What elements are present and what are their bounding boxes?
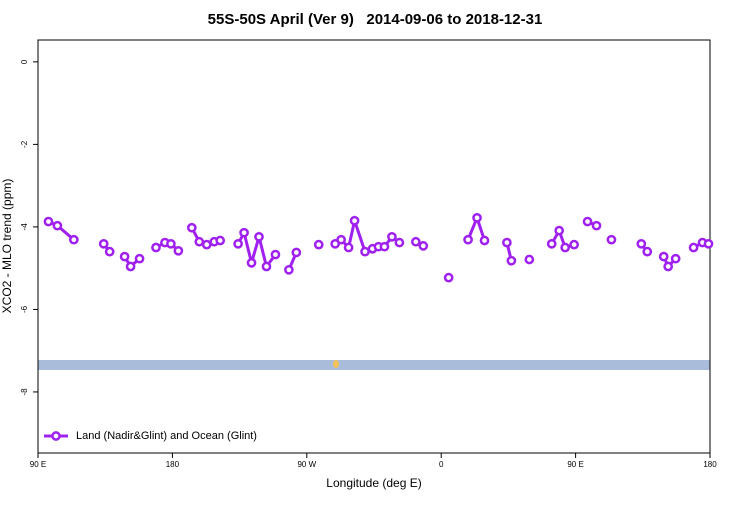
data-point	[546, 238, 557, 249]
data-point	[502, 237, 512, 248]
data-point	[591, 220, 602, 231]
data-point	[119, 251, 130, 262]
legend-marker	[51, 431, 61, 441]
data-point	[173, 245, 184, 256]
data-point	[688, 242, 699, 253]
data-point	[387, 231, 397, 242]
data-point	[186, 222, 197, 233]
x-tick-label: 90 W	[297, 460, 316, 469]
y-axis-title: XCO2 - MLO trend (ppm)	[0, 179, 14, 314]
data-point	[569, 239, 579, 250]
data-point	[582, 216, 593, 227]
data-point	[524, 254, 535, 265]
x-axis-title: Longitude (deg E)	[326, 476, 421, 490]
x-tick-label: 90 E	[30, 460, 46, 469]
y-tick-label: -8	[20, 388, 29, 396]
data-point	[98, 238, 109, 249]
data-point	[125, 261, 136, 272]
data-point	[658, 251, 669, 262]
data-point	[343, 242, 354, 253]
y-tick-label: -4	[20, 223, 29, 231]
x-tick-label: 180	[166, 460, 180, 469]
data-point	[313, 239, 324, 250]
data-point	[336, 234, 346, 245]
data-point	[636, 238, 647, 249]
y-tick-label: 0	[20, 59, 29, 64]
data-point	[418, 241, 429, 251]
data-point	[349, 215, 360, 226]
data-point	[239, 227, 249, 238]
data-point	[246, 257, 257, 268]
y-tick-label: -2	[20, 140, 29, 148]
data-point	[554, 225, 565, 236]
data-point	[194, 236, 205, 247]
data-point	[215, 235, 226, 246]
data-point	[410, 236, 421, 247]
data-point	[443, 272, 454, 283]
x-tick-label: 0	[439, 460, 444, 469]
data-point	[360, 246, 370, 257]
y-tick-label: -6	[20, 305, 29, 313]
data-point	[270, 249, 281, 260]
data-point	[151, 242, 161, 253]
data-point	[606, 234, 617, 245]
map-land	[333, 360, 339, 368]
data-point	[703, 238, 714, 249]
data-point	[642, 246, 653, 257]
data-point	[104, 246, 115, 257]
data-point	[506, 255, 517, 266]
data-point	[472, 212, 482, 223]
data-point	[233, 238, 243, 249]
data-point	[134, 253, 145, 264]
data-point	[261, 261, 272, 272]
data-point	[463, 234, 473, 245]
data-point	[394, 237, 405, 248]
data-point	[68, 234, 79, 245]
data-point	[52, 220, 63, 231]
data-point	[166, 238, 176, 249]
data-point	[670, 253, 681, 264]
chart-title: 55S-50S April (Ver 9) 2014-09-06 to 2018…	[208, 11, 543, 28]
data-point	[663, 261, 674, 272]
legend-label: Land (Nadir&Glint) and Ocean (Glint)	[76, 430, 257, 442]
data-point	[379, 241, 390, 252]
data-point	[479, 235, 490, 246]
data-point	[254, 231, 264, 242]
data-point	[284, 264, 294, 275]
map-strip	[38, 360, 710, 370]
x-tick-label: 90 E	[567, 460, 583, 469]
x-tick-label: 180	[703, 460, 717, 469]
data-point	[201, 239, 212, 250]
data-point	[291, 247, 302, 258]
data-point	[43, 216, 54, 227]
data-point	[560, 242, 570, 253]
